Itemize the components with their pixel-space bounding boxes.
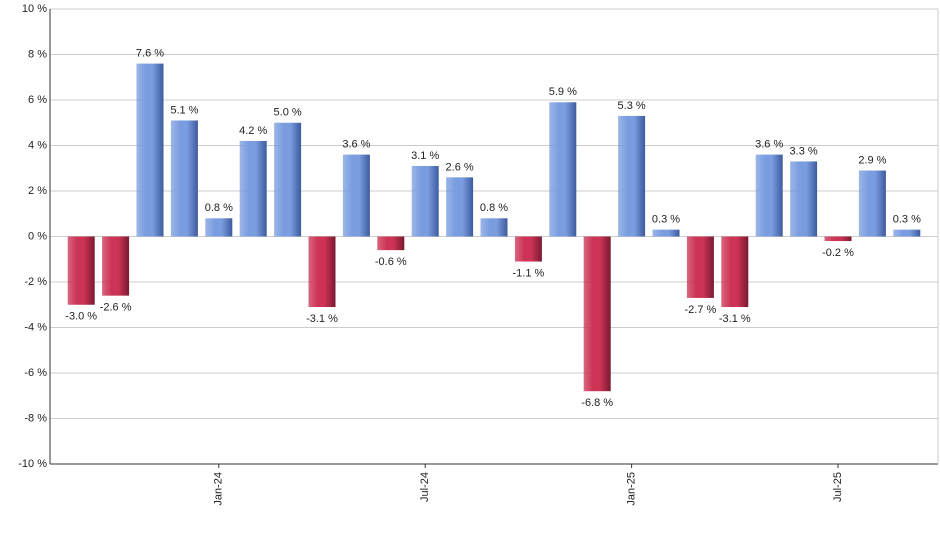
bar	[446, 177, 474, 237]
value-label: 0.3 %	[652, 214, 680, 226]
value-label: 0.8 %	[480, 202, 508, 214]
value-label: -2.7 %	[685, 304, 717, 316]
bar	[824, 236, 852, 242]
bar	[755, 154, 783, 237]
value-label: 5.1 %	[170, 104, 198, 116]
value-label: -3.1 %	[306, 313, 338, 325]
value-label: 2.9 %	[858, 154, 886, 166]
value-label: 7.6 %	[136, 48, 164, 60]
value-label: -2.6 %	[100, 302, 132, 314]
bar	[790, 161, 818, 237]
y-tick-label: -6 %	[24, 367, 47, 379]
y-tick-label: -10 %	[18, 458, 47, 470]
x-tick-label: Jan-25	[626, 472, 638, 506]
value-label: 3.3 %	[790, 145, 818, 157]
value-label: -6.8 %	[581, 397, 613, 409]
y-tick-label: -2 %	[24, 276, 47, 288]
bar	[480, 218, 508, 237]
y-tick-label: -8 %	[24, 412, 47, 424]
bar	[377, 236, 405, 251]
y-tick-label: 0 %	[28, 230, 47, 242]
bar	[721, 236, 749, 308]
y-tick-label: 2 %	[28, 185, 47, 197]
value-label: 5.0 %	[274, 107, 302, 119]
bar	[858, 170, 886, 237]
value-label: 0.8 %	[205, 202, 233, 214]
bar	[274, 122, 302, 237]
value-label: -1.1 %	[513, 267, 545, 279]
bar	[102, 236, 130, 296]
bar	[342, 154, 370, 237]
x-tick-label: Jan-24	[213, 472, 225, 506]
bar	[170, 120, 198, 237]
bar	[618, 115, 646, 237]
bar	[652, 229, 680, 237]
x-tick-label: Jul-24	[419, 472, 431, 502]
bar	[136, 63, 164, 237]
value-label: 2.6 %	[446, 161, 474, 173]
value-label: 3.6 %	[342, 139, 370, 151]
value-label: 3.6 %	[755, 139, 783, 151]
x-tick-label: Jul-25	[832, 472, 844, 502]
y-tick-label: -4 %	[24, 321, 47, 333]
y-tick-label: 4 %	[28, 139, 47, 151]
value-label: 5.3 %	[618, 100, 646, 112]
value-label: 4.2 %	[239, 125, 267, 137]
bar	[411, 165, 439, 237]
bar	[239, 140, 267, 237]
value-label: 5.9 %	[549, 86, 577, 98]
y-tick-label: 10 %	[22, 3, 47, 15]
y-tick-label: 8 %	[28, 48, 47, 60]
value-label: -0.6 %	[375, 256, 407, 268]
bar	[686, 236, 714, 298]
y-tick-label: 6 %	[28, 94, 47, 106]
bar	[205, 218, 233, 237]
bar	[308, 236, 336, 308]
value-label: 3.1 %	[411, 150, 439, 162]
bar	[893, 229, 921, 237]
bar	[583, 236, 611, 392]
bar	[514, 236, 542, 262]
value-label: -3.0 %	[65, 311, 97, 323]
value-label: 0.3 %	[893, 214, 921, 226]
bar	[549, 102, 577, 237]
value-label: -0.2 %	[822, 247, 854, 259]
bar	[67, 236, 95, 305]
value-label: -3.1 %	[719, 313, 751, 325]
